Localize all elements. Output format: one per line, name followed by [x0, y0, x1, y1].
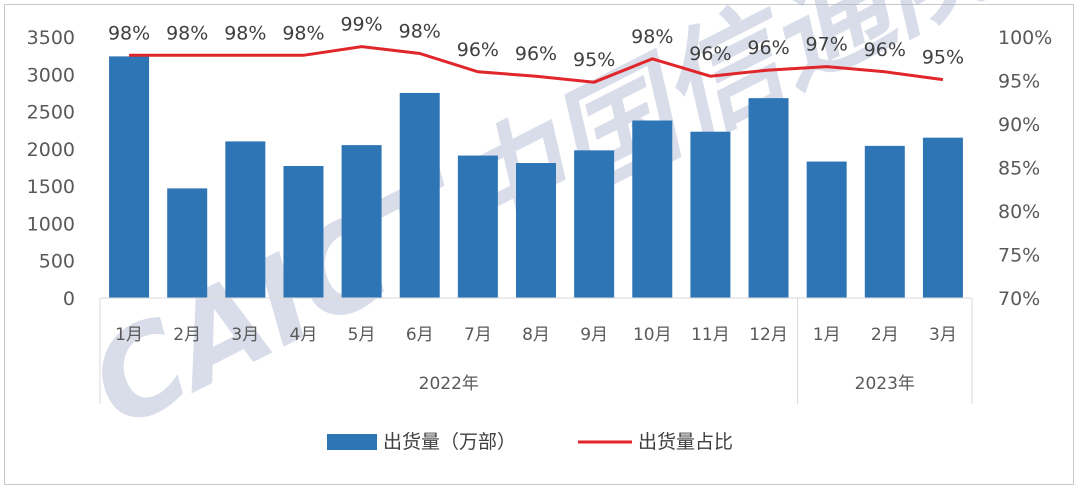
bar [806, 161, 847, 298]
left-tick-label: 3500 [27, 27, 75, 49]
right-tick-label: 95% [998, 71, 1040, 93]
right-tick-label: 75% [998, 245, 1040, 267]
data-label: 98% [282, 22, 324, 44]
month-label: 1月 [813, 325, 841, 345]
bar [922, 137, 963, 298]
left-tick-label: 3000 [27, 64, 75, 86]
line-series [129, 45, 944, 84]
bar [341, 145, 382, 298]
data-label: 98% [166, 22, 208, 44]
month-label: 3月 [929, 325, 957, 345]
bar-series [109, 56, 963, 299]
month-label: 3月 [231, 325, 259, 345]
left-tick-label: 1000 [27, 213, 75, 235]
month-label: 6月 [406, 325, 434, 345]
data-label: 95% [573, 49, 615, 71]
month-label: 2月 [871, 325, 899, 345]
month-label: 5月 [348, 325, 376, 345]
month-label: 2月 [173, 325, 201, 345]
bar [516, 163, 556, 298]
month-label: 8月 [522, 325, 550, 345]
right-axis: 70% 75% 80% 85% 90% 95% 100% [998, 27, 1052, 310]
month-label: 9月 [580, 325, 608, 345]
category-axis: 2022年 2023年 1月 2月 3月 4月 5月 6月 7月 8月 9月 10月 11月 12月 1月 2… [99, 297, 973, 404]
month-label: 12月 [749, 325, 788, 345]
right-tick-label: 100% [998, 27, 1052, 49]
right-tick-label: 90% [998, 114, 1040, 136]
data-label: 98% [631, 26, 673, 48]
right-tick-label: 85% [998, 158, 1040, 180]
data-label: 99% [340, 14, 382, 36]
year-label: 2022年 [419, 374, 479, 394]
data-label: 98% [224, 22, 266, 44]
left-axis: 0 500 1000 1500 2000 2500 3000 3500 [27, 27, 75, 310]
data-label: 96% [864, 39, 906, 61]
bar [864, 145, 905, 298]
data-label: 95% [922, 47, 964, 69]
bar [748, 98, 789, 298]
data-labels: 98% 98% 98% 98% 99% 98% 96% 96% 95% 98% 96% 96% 97% 9… [108, 14, 964, 72]
legend: 出货量（万部） 出货量占比 [327, 431, 733, 453]
data-label: 97% [806, 34, 848, 56]
year-label: 2023年 [855, 374, 915, 394]
bar [225, 141, 266, 298]
month-label: 1月 [115, 325, 143, 345]
bar [167, 188, 208, 298]
left-tick-label: 2000 [27, 139, 75, 161]
bar [632, 120, 673, 299]
legend-label-bar: 出货量（万部） [383, 431, 516, 453]
left-tick-label: 500 [39, 251, 75, 273]
bar [457, 155, 498, 298]
data-label: 96% [515, 43, 557, 65]
data-label: 96% [457, 39, 499, 61]
left-tick-label: 1500 [27, 176, 75, 198]
bar [109, 56, 150, 298]
left-tick-label: 0 [63, 288, 75, 310]
data-label: 98% [399, 21, 441, 43]
bar [399, 92, 440, 298]
legend-swatch-bar [327, 434, 377, 450]
right-tick-label: 80% [998, 201, 1040, 223]
share-line [129, 45, 944, 84]
month-label: 11月 [691, 325, 730, 345]
legend-label-line: 出货量占比 [638, 431, 733, 453]
bar [690, 131, 731, 298]
bar [283, 166, 324, 298]
bar [574, 150, 615, 298]
data-label: 98% [108, 22, 150, 44]
month-label: 4月 [290, 325, 318, 345]
data-label: 96% [689, 43, 731, 65]
month-label: 10月 [633, 325, 672, 345]
month-label: 7月 [464, 325, 492, 345]
data-label: 96% [747, 37, 789, 59]
left-tick-label: 2500 [27, 102, 75, 124]
right-tick-label: 70% [998, 288, 1040, 310]
